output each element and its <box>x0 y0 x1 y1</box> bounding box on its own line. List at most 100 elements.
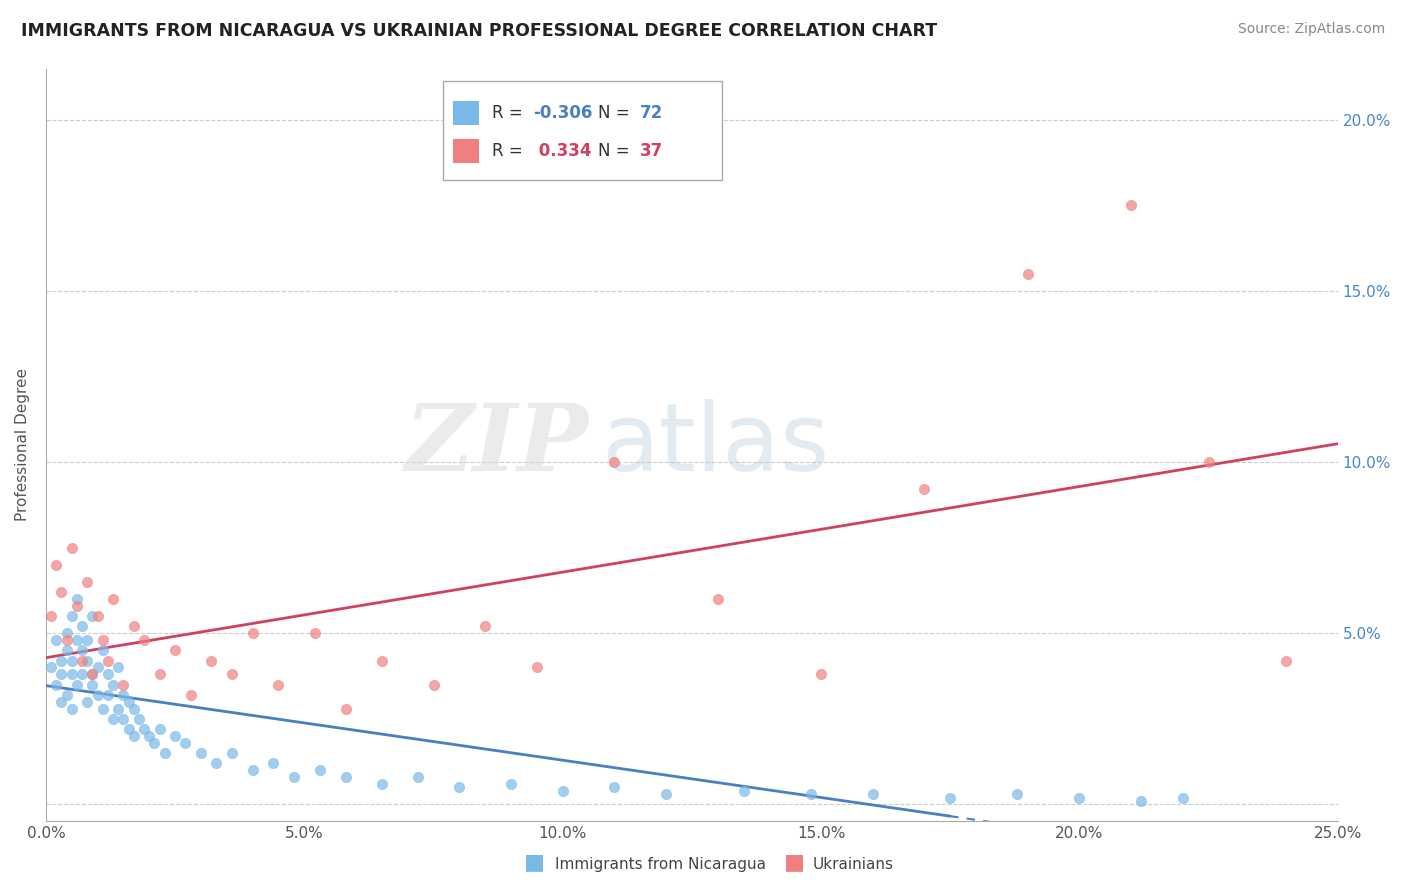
Point <box>55 643 77 657</box>
Point <box>45 633 67 648</box>
Point <box>128 712 150 726</box>
Point <box>1119 198 1142 212</box>
Point <box>91 643 114 657</box>
Point <box>51 585 73 599</box>
Point <box>939 790 962 805</box>
Point <box>180 688 202 702</box>
Point <box>603 780 626 795</box>
Point <box>70 654 93 668</box>
Point <box>221 667 243 681</box>
Point <box>551 783 574 797</box>
Point <box>91 701 114 715</box>
Point <box>76 695 98 709</box>
Point <box>242 763 264 777</box>
Point <box>655 787 678 801</box>
Text: R =: R = <box>492 142 527 160</box>
Point <box>45 558 67 572</box>
Point <box>603 455 626 469</box>
Text: R =: R = <box>492 104 527 122</box>
Point <box>101 592 124 607</box>
Text: 0.334: 0.334 <box>533 142 592 160</box>
Text: ■: ■ <box>785 853 804 872</box>
Point <box>55 626 77 640</box>
Point <box>134 633 156 648</box>
FancyBboxPatch shape <box>443 81 721 180</box>
Text: N =: N = <box>598 142 634 160</box>
Y-axis label: Professional Degree: Professional Degree <box>15 368 30 522</box>
Point <box>51 654 73 668</box>
Point <box>101 712 124 726</box>
Point <box>912 483 935 497</box>
Point <box>117 695 139 709</box>
Point <box>97 667 120 681</box>
Point <box>371 654 394 668</box>
Text: 37: 37 <box>640 142 664 160</box>
Point <box>51 695 73 709</box>
Text: N =: N = <box>598 104 634 122</box>
Point <box>449 780 471 795</box>
Point <box>86 609 108 624</box>
Point <box>107 660 129 674</box>
FancyBboxPatch shape <box>453 138 478 162</box>
Point <box>304 626 326 640</box>
Text: 72: 72 <box>640 104 664 122</box>
Text: Source: ZipAtlas.com: Source: ZipAtlas.com <box>1237 22 1385 37</box>
Point <box>143 736 166 750</box>
Point <box>112 688 135 702</box>
Point <box>499 777 522 791</box>
Point <box>66 633 89 648</box>
Point <box>45 677 67 691</box>
Point <box>76 574 98 589</box>
Point <box>138 729 160 743</box>
Point <box>1130 794 1153 808</box>
Point <box>70 619 93 633</box>
Point <box>122 619 145 633</box>
Point <box>335 770 357 784</box>
Point <box>117 722 139 736</box>
Point <box>66 677 89 691</box>
Point <box>1007 787 1029 801</box>
Point <box>82 667 104 681</box>
Text: Immigrants from Nicaragua: Immigrants from Nicaragua <box>555 857 766 872</box>
Point <box>39 609 62 624</box>
Point <box>86 660 108 674</box>
Point <box>153 746 176 760</box>
Point <box>122 729 145 743</box>
Point <box>112 712 135 726</box>
Point <box>122 701 145 715</box>
Point <box>70 667 93 681</box>
Point <box>112 677 135 691</box>
Point <box>371 777 394 791</box>
Text: IMMIGRANTS FROM NICARAGUA VS UKRAINIAN PROFESSIONAL DEGREE CORRELATION CHART: IMMIGRANTS FROM NICARAGUA VS UKRAINIAN P… <box>21 22 938 40</box>
Point <box>733 783 755 797</box>
Point <box>205 756 228 771</box>
Point <box>1069 790 1091 805</box>
Point <box>308 763 330 777</box>
Point <box>39 660 62 674</box>
Point <box>200 654 222 668</box>
Text: ZIP: ZIP <box>405 400 589 490</box>
Point <box>165 643 187 657</box>
Point <box>174 736 197 750</box>
Point <box>66 592 89 607</box>
Point <box>86 688 108 702</box>
Point <box>406 770 429 784</box>
Point <box>60 609 83 624</box>
Text: ■: ■ <box>524 853 544 872</box>
Point <box>51 667 73 681</box>
Point <box>267 677 290 691</box>
Point <box>221 746 243 760</box>
Text: -0.306: -0.306 <box>533 104 592 122</box>
Point <box>1017 267 1039 281</box>
Point <box>706 592 728 607</box>
Text: atlas: atlas <box>602 399 830 491</box>
Point <box>76 633 98 648</box>
Point <box>76 654 98 668</box>
Point <box>82 667 104 681</box>
Point <box>60 541 83 555</box>
Point <box>149 722 172 736</box>
Point <box>810 667 832 681</box>
Point <box>526 660 548 674</box>
Point <box>70 643 93 657</box>
Point <box>82 677 104 691</box>
